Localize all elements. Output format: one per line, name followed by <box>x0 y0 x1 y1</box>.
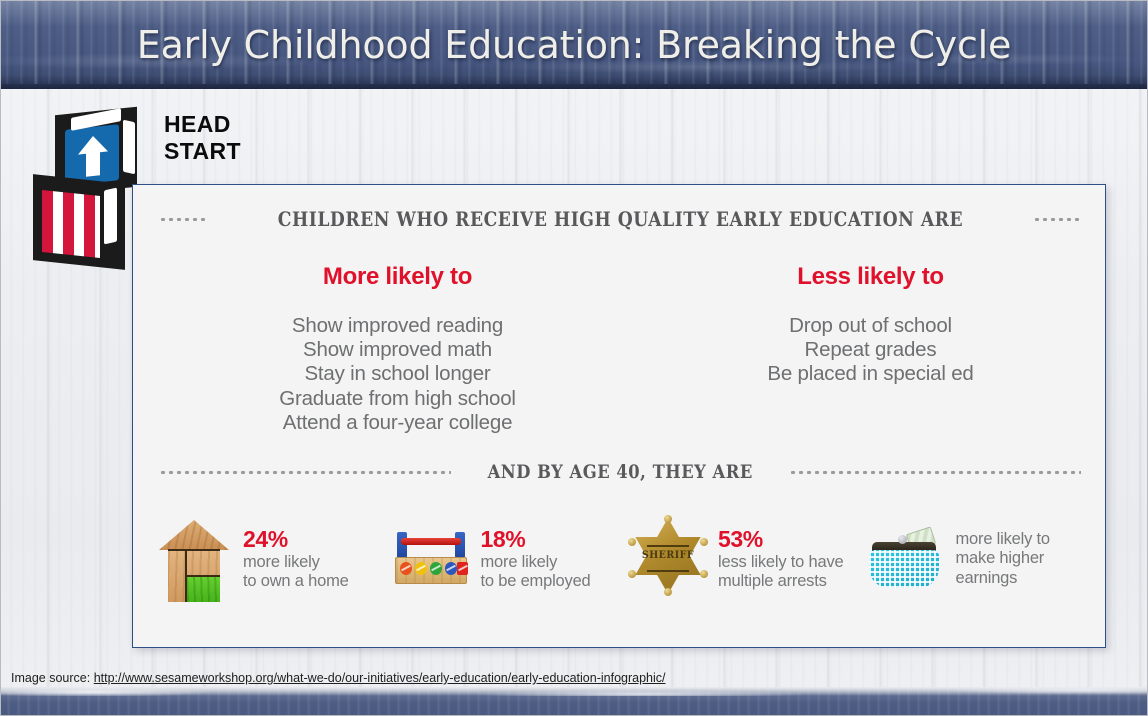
dotted-rule-left <box>159 470 451 474</box>
likelihood-columns: More likely to Show improved reading Sho… <box>133 263 1105 435</box>
list-item: Drop out of school <box>789 314 952 337</box>
stat-description: more likely to make higher earnings <box>955 530 1051 587</box>
wood-grain-texture <box>1 53 1147 83</box>
list-item: Be placed in special ed <box>767 362 974 386</box>
badge-rule-top <box>647 545 689 547</box>
badge-point-ball <box>700 538 708 546</box>
age-heading-text: AND BY AGE 40, THEY ARE <box>487 461 753 483</box>
slide-footer-banner <box>1 687 1147 715</box>
badge-point-ball <box>628 570 636 578</box>
stat-percent: 24% <box>243 526 288 553</box>
toolbox-bolt <box>399 562 412 575</box>
top-heading-text: CHILDREN WHO RECEIVE HIGH QUALITY EARLY … <box>277 207 963 231</box>
stat-multiple-arrests: SHERIFF 53% less likely to have multiple… <box>620 510 858 606</box>
infographic-panel: CHILDREN WHO RECEIVE HIGH QUALITY EARLY … <box>132 184 1106 648</box>
stat-description: less likely to have multiple arrests <box>718 552 844 590</box>
badge-point-ball <box>664 515 672 523</box>
infographic-top-heading: CHILDREN WHO RECEIVE HIGH QUALITY EARLY … <box>133 207 1105 231</box>
flag-stripes-icon <box>42 189 100 259</box>
coin-purse-icon <box>864 510 948 606</box>
stat-percent: 18% <box>480 526 526 553</box>
less-likely-list: Drop out of school Repeat grades Be plac… <box>634 314 1105 387</box>
badge-label: SHERIFF <box>641 550 695 561</box>
toolbox-handle <box>400 538 461 545</box>
stat-text: 53% less likely to have multiple arrests <box>718 525 844 591</box>
toy-house-icon <box>151 510 235 606</box>
logo-bottom-block-side <box>104 187 117 245</box>
badge-point-ball <box>664 588 672 596</box>
slide-header-banner <box>1 1 1147 89</box>
list-item: Graduate from high school <box>279 386 516 410</box>
dotted-rule-right <box>1033 217 1081 221</box>
stat-text: 24% more likely to own a home <box>243 525 349 591</box>
badge-point-ball <box>700 570 708 578</box>
image-source-label: Image source: <box>11 671 94 685</box>
infographic-age-heading: AND BY AGE 40, THEY ARE <box>133 461 1105 483</box>
image-source-line: Image source: http://www.sesameworkshop.… <box>11 671 666 685</box>
house-green-block <box>187 577 220 602</box>
column-less-likely: Less likely to Drop out of school Repeat… <box>634 263 1105 435</box>
list-item: Repeat grades <box>804 338 937 362</box>
toolbox-bolt <box>444 562 457 575</box>
stat-be-employed: 18% more likely to be employed <box>383 510 621 606</box>
sheriff-badge-icon: SHERIFF <box>626 510 710 606</box>
stat-text: more likely to make higher earnings <box>955 528 1051 587</box>
head-start-wordmark: HEAD START <box>164 111 241 165</box>
stat-text: 18% more likely to be employed <box>481 525 591 591</box>
house-roof <box>159 520 229 550</box>
page-title: Early Childhood Education: Breaking the … <box>136 23 1012 67</box>
list-item: Stay in school longer <box>304 362 491 386</box>
toolbox-post-left <box>396 532 407 558</box>
statistics-row: 24% more likely to own a home <box>145 510 1095 606</box>
dotted-rule-right <box>789 470 1081 474</box>
purse-clasp <box>871 542 936 552</box>
purse-knob <box>897 535 907 544</box>
badge-point-ball <box>628 538 636 546</box>
wordmark-line-2: START <box>164 137 241 164</box>
toy-toolbox-icon <box>389 510 473 606</box>
more-likely-list: Show improved reading Show improved math… <box>161 314 634 435</box>
more-likely-header: More likely to <box>322 263 473 290</box>
badge-rule-bottom <box>647 570 689 572</box>
list-item: Show improved math <box>303 338 492 362</box>
image-source-link[interactable]: http://www.sesameworkshop.org/what-we-do… <box>93 671 666 685</box>
dotted-rule-left <box>159 217 207 221</box>
stat-description: more likely to own a home <box>243 552 349 590</box>
stat-own-a-home: 24% more likely to own a home <box>145 510 383 606</box>
list-item: Attend a four-year college <box>282 410 513 434</box>
stat-percent: 53% <box>718 526 763 553</box>
house-divider-horizontal <box>185 575 220 577</box>
logo-top-block-side <box>123 119 135 175</box>
less-likely-header: Less likely to <box>797 263 944 290</box>
toolbox-bolt <box>414 562 427 575</box>
list-item: Show improved reading <box>291 314 504 337</box>
stat-higher-earnings: more likely to make higher earnings <box>858 510 1096 606</box>
toolbox-bolt <box>456 562 468 575</box>
column-more-likely: More likely to Show improved reading Sho… <box>161 263 634 435</box>
up-arrow-icon <box>77 133 109 178</box>
toolbox-bolt <box>429 562 442 575</box>
purse-body <box>868 550 939 588</box>
stat-description: more likely to be employed <box>480 552 591 590</box>
wordmark-line-1: HEAD <box>164 111 231 137</box>
toolbox-post-right <box>454 532 465 558</box>
